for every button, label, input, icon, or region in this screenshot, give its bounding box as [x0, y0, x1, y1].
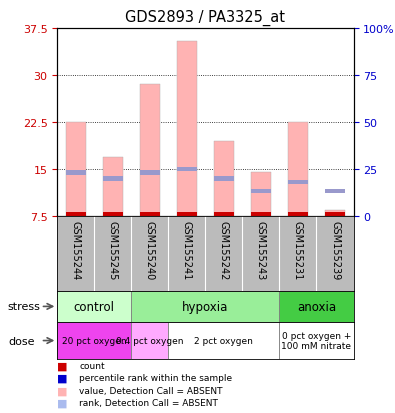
Bar	[251, 173, 271, 217]
Text: ■: ■	[57, 398, 68, 408]
Bar	[66, 212, 86, 217]
Bar	[103, 157, 123, 217]
Bar	[168, 322, 280, 359]
Bar	[251, 212, 271, 217]
Bar	[177, 41, 197, 217]
Text: count: count	[79, 361, 105, 370]
Bar	[280, 291, 354, 322]
Text: 0.4 pct oxygen: 0.4 pct oxygen	[116, 336, 184, 345]
Text: ■: ■	[57, 373, 68, 383]
Bar	[325, 190, 345, 194]
Text: value, Detection Call = ABSENT: value, Detection Call = ABSENT	[79, 386, 222, 395]
Text: dose: dose	[8, 336, 34, 346]
Text: 20 pct oxygen: 20 pct oxygen	[62, 336, 127, 345]
Bar	[280, 322, 354, 359]
Bar	[140, 212, 160, 217]
Text: hypoxia: hypoxia	[182, 300, 229, 313]
Text: GSM155241: GSM155241	[182, 221, 192, 280]
Text: anoxia: anoxia	[297, 300, 336, 313]
Bar	[288, 123, 308, 217]
Bar	[214, 177, 234, 181]
Bar	[214, 212, 234, 217]
Bar	[103, 212, 123, 217]
Text: stress: stress	[8, 301, 41, 312]
Bar	[57, 322, 131, 359]
Text: control: control	[74, 300, 115, 313]
Text: GSM155245: GSM155245	[108, 221, 118, 280]
Text: GSM155240: GSM155240	[145, 221, 155, 280]
Text: ■: ■	[57, 385, 68, 395]
Text: GSM155231: GSM155231	[293, 221, 303, 280]
Bar	[325, 211, 345, 217]
Bar	[140, 171, 160, 175]
Bar	[214, 142, 234, 217]
Bar	[288, 212, 308, 217]
Bar	[177, 168, 197, 172]
Text: GSM155239: GSM155239	[330, 221, 340, 280]
Bar	[177, 212, 197, 217]
Text: 2 pct oxygen: 2 pct oxygen	[194, 336, 253, 345]
Text: GSM155242: GSM155242	[219, 221, 229, 280]
Bar	[57, 291, 131, 322]
Text: percentile rank within the sample: percentile rank within the sample	[79, 373, 232, 382]
Bar	[251, 190, 271, 194]
Text: rank, Detection Call = ABSENT: rank, Detection Call = ABSENT	[79, 398, 218, 407]
Bar	[103, 177, 123, 181]
Text: ■: ■	[57, 361, 68, 370]
Bar	[325, 212, 345, 217]
Bar	[131, 291, 280, 322]
Text: GSM155244: GSM155244	[71, 221, 81, 280]
Text: GSM155243: GSM155243	[256, 221, 266, 280]
Bar	[66, 123, 86, 217]
Title: GDS2893 / PA3325_at: GDS2893 / PA3325_at	[125, 10, 286, 26]
Bar	[66, 171, 86, 175]
Bar	[288, 180, 308, 185]
Bar	[140, 85, 160, 217]
Text: 0 pct oxygen +
100 mM nitrate: 0 pct oxygen + 100 mM nitrate	[282, 331, 352, 350]
Bar	[131, 322, 168, 359]
